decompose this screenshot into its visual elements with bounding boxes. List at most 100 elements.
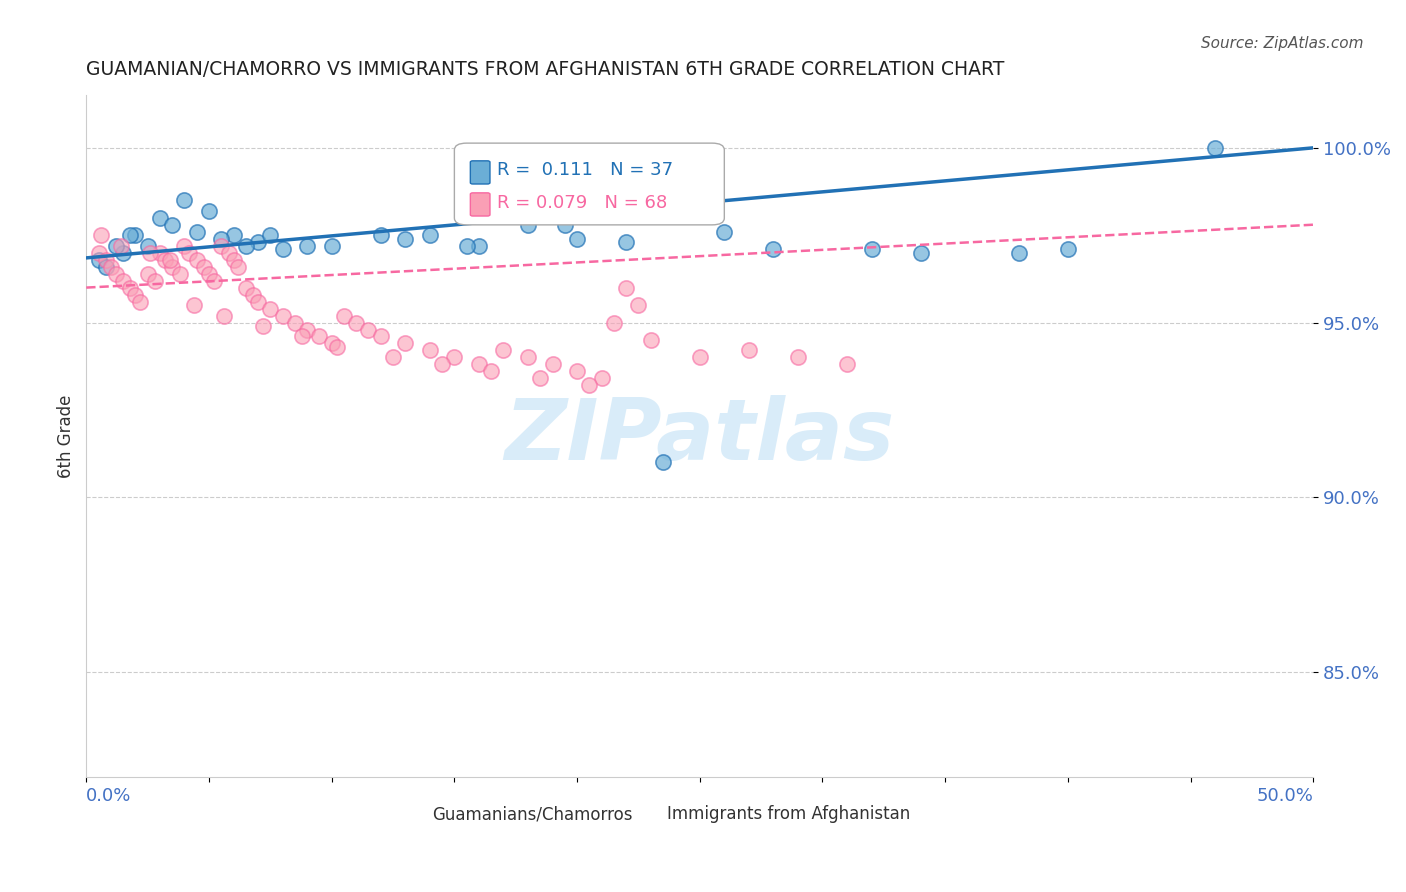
Point (713, 225, 735, 239)
Point (94, 260, 117, 274)
Point (308, 329, 330, 343)
Point (370, 228, 392, 243)
Point (209, 232, 232, 246)
Point (173, 193, 195, 207)
Point (120, 280, 142, 294)
Text: GUAMANIAN/CHAMORRO VS IMMIGRANTS FROM AFGHANISTAN 6TH GRADE CORRELATION CHART: GUAMANIAN/CHAMORRO VS IMMIGRANTS FROM AF… (86, 60, 1005, 78)
Point (112, 245, 135, 260)
Point (370, 329, 392, 343)
Text: 50.0%: 50.0% (1257, 787, 1313, 805)
Point (614, 280, 637, 294)
Point (153, 252, 176, 267)
Point (173, 238, 195, 252)
Point (640, 333, 662, 347)
Point (738, 343, 761, 358)
Point (222, 228, 245, 243)
Text: 0.0%: 0.0% (86, 787, 132, 805)
Point (860, 242, 883, 256)
Point (252, 318, 274, 333)
Point (124, 287, 146, 301)
Text: R =  0.111   N = 37: R = 0.111 N = 37 (498, 161, 673, 179)
Point (430, 358, 453, 372)
Point (198, 203, 221, 218)
Point (468, 358, 491, 372)
Point (419, 343, 441, 358)
Point (295, 322, 318, 336)
Point (291, 329, 314, 343)
Point (159, 252, 181, 267)
Point (143, 274, 166, 288)
Text: Guamanians/Chamorros: Guamanians/Chamorros (432, 805, 633, 823)
Point (209, 238, 232, 252)
Point (468, 238, 491, 252)
Point (910, 245, 932, 260)
Point (541, 358, 564, 372)
Point (259, 301, 281, 316)
Point (333, 309, 356, 323)
Point (614, 235, 637, 249)
Text: ZIPatlas: ZIPatlas (505, 394, 894, 477)
Point (235, 280, 257, 294)
Point (603, 316, 626, 330)
Point (578, 378, 600, 392)
Point (554, 218, 576, 232)
Point (382, 351, 405, 365)
Point (394, 232, 416, 246)
Point (689, 351, 711, 365)
Point (198, 267, 221, 281)
FancyBboxPatch shape (630, 803, 662, 826)
Point (110, 238, 132, 252)
Point (87, 245, 110, 260)
Point (325, 340, 347, 354)
Point (235, 238, 257, 252)
Point (259, 228, 281, 243)
Point (94, 252, 117, 267)
Point (1057, 242, 1080, 256)
Point (183, 298, 205, 312)
Point (160, 260, 183, 274)
FancyBboxPatch shape (396, 803, 429, 826)
Point (565, 232, 588, 246)
Point (1204, 141, 1226, 155)
FancyBboxPatch shape (471, 161, 489, 184)
FancyBboxPatch shape (471, 193, 489, 216)
Point (160, 218, 183, 232)
Text: R = 0.079   N = 68: R = 0.079 N = 68 (498, 194, 668, 212)
Point (529, 371, 551, 385)
Point (295, 238, 318, 252)
Point (247, 294, 270, 309)
Point (1008, 245, 1031, 260)
Point (627, 298, 650, 312)
Point (271, 242, 294, 256)
Point (136, 267, 159, 281)
Point (344, 316, 367, 330)
Point (136, 238, 159, 252)
Point (129, 294, 152, 309)
Point (112, 274, 135, 288)
Point (517, 218, 540, 232)
Point (517, 351, 540, 365)
Point (419, 228, 441, 243)
Point (222, 252, 245, 267)
Point (479, 364, 502, 378)
Point (492, 343, 515, 358)
Point (565, 364, 588, 378)
FancyBboxPatch shape (454, 143, 724, 225)
Point (149, 211, 172, 225)
Point (357, 322, 380, 336)
Point (90, 228, 112, 243)
Point (762, 242, 785, 256)
Y-axis label: 6th Grade: 6th Grade (58, 394, 75, 478)
Point (787, 351, 810, 365)
Point (124, 228, 146, 243)
Point (247, 235, 270, 249)
Point (284, 316, 307, 330)
Point (242, 287, 264, 301)
Point (169, 267, 191, 281)
Point (652, 455, 675, 469)
Point (104, 267, 127, 281)
Text: Source: ZipAtlas.com: Source: ZipAtlas.com (1201, 36, 1364, 51)
Point (139, 245, 162, 260)
Point (186, 252, 208, 267)
Point (104, 238, 127, 252)
